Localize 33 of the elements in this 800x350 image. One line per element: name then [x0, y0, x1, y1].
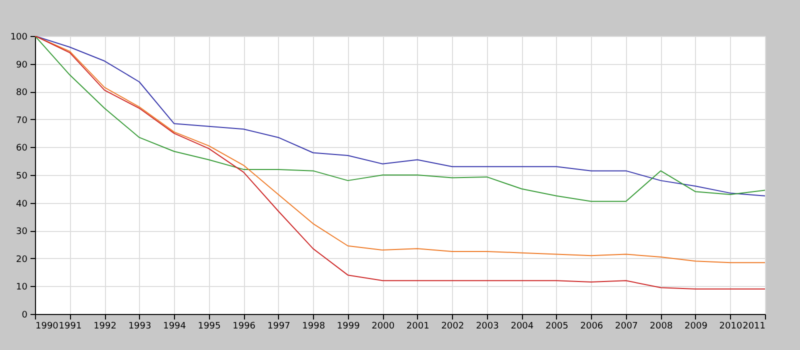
y-tick-label: 0 [22, 310, 28, 320]
x-tick-label: 1992 [94, 322, 116, 332]
x-tick-label: 2011 [742, 322, 766, 332]
y-tick-label: 30 [16, 227, 28, 238]
x-tick-label: 2006 [580, 322, 604, 332]
x-tick-label: 1996 [232, 322, 256, 332]
x-tick-label: 1995 [198, 322, 221, 332]
x-tick-label: 1993 [128, 322, 152, 332]
x-tick-label: 2010 [719, 322, 742, 332]
x-tick-label: 2004 [510, 322, 534, 332]
y-tick-label: 20 [16, 254, 28, 265]
x-tick-label: 1991 [58, 322, 82, 332]
y-tick-label: 90 [16, 60, 28, 70]
x-tick-label: 1990 [36, 322, 59, 332]
x-tick-label: 2009 [684, 322, 708, 332]
x-tick-label: 2008 [650, 322, 673, 332]
y-tick-label: 60 [16, 144, 28, 154]
y-tick-label: 50 [16, 172, 28, 182]
y-tick-label: 70 [16, 116, 28, 126]
x-tick-label: 2000 [372, 322, 395, 332]
x-tick-label: 1994 [163, 322, 186, 332]
x-tick-label: 2007 [615, 322, 638, 332]
x-tick-label: 2001 [406, 322, 430, 332]
x-tick-label: 1999 [336, 322, 360, 332]
y-tick-label: 40 [16, 199, 28, 210]
y-tick-label: 10 [16, 282, 28, 293]
x-tick-label: 2005 [545, 322, 568, 332]
y-tick-label: 100 [10, 32, 28, 42]
y-tick-label: 80 [16, 88, 28, 98]
x-tick-label: 2002 [441, 322, 464, 332]
x-tick-label: 1998 [302, 322, 326, 332]
x-tick-label: 2003 [476, 322, 499, 332]
x-tick-label: 1997 [267, 322, 290, 332]
